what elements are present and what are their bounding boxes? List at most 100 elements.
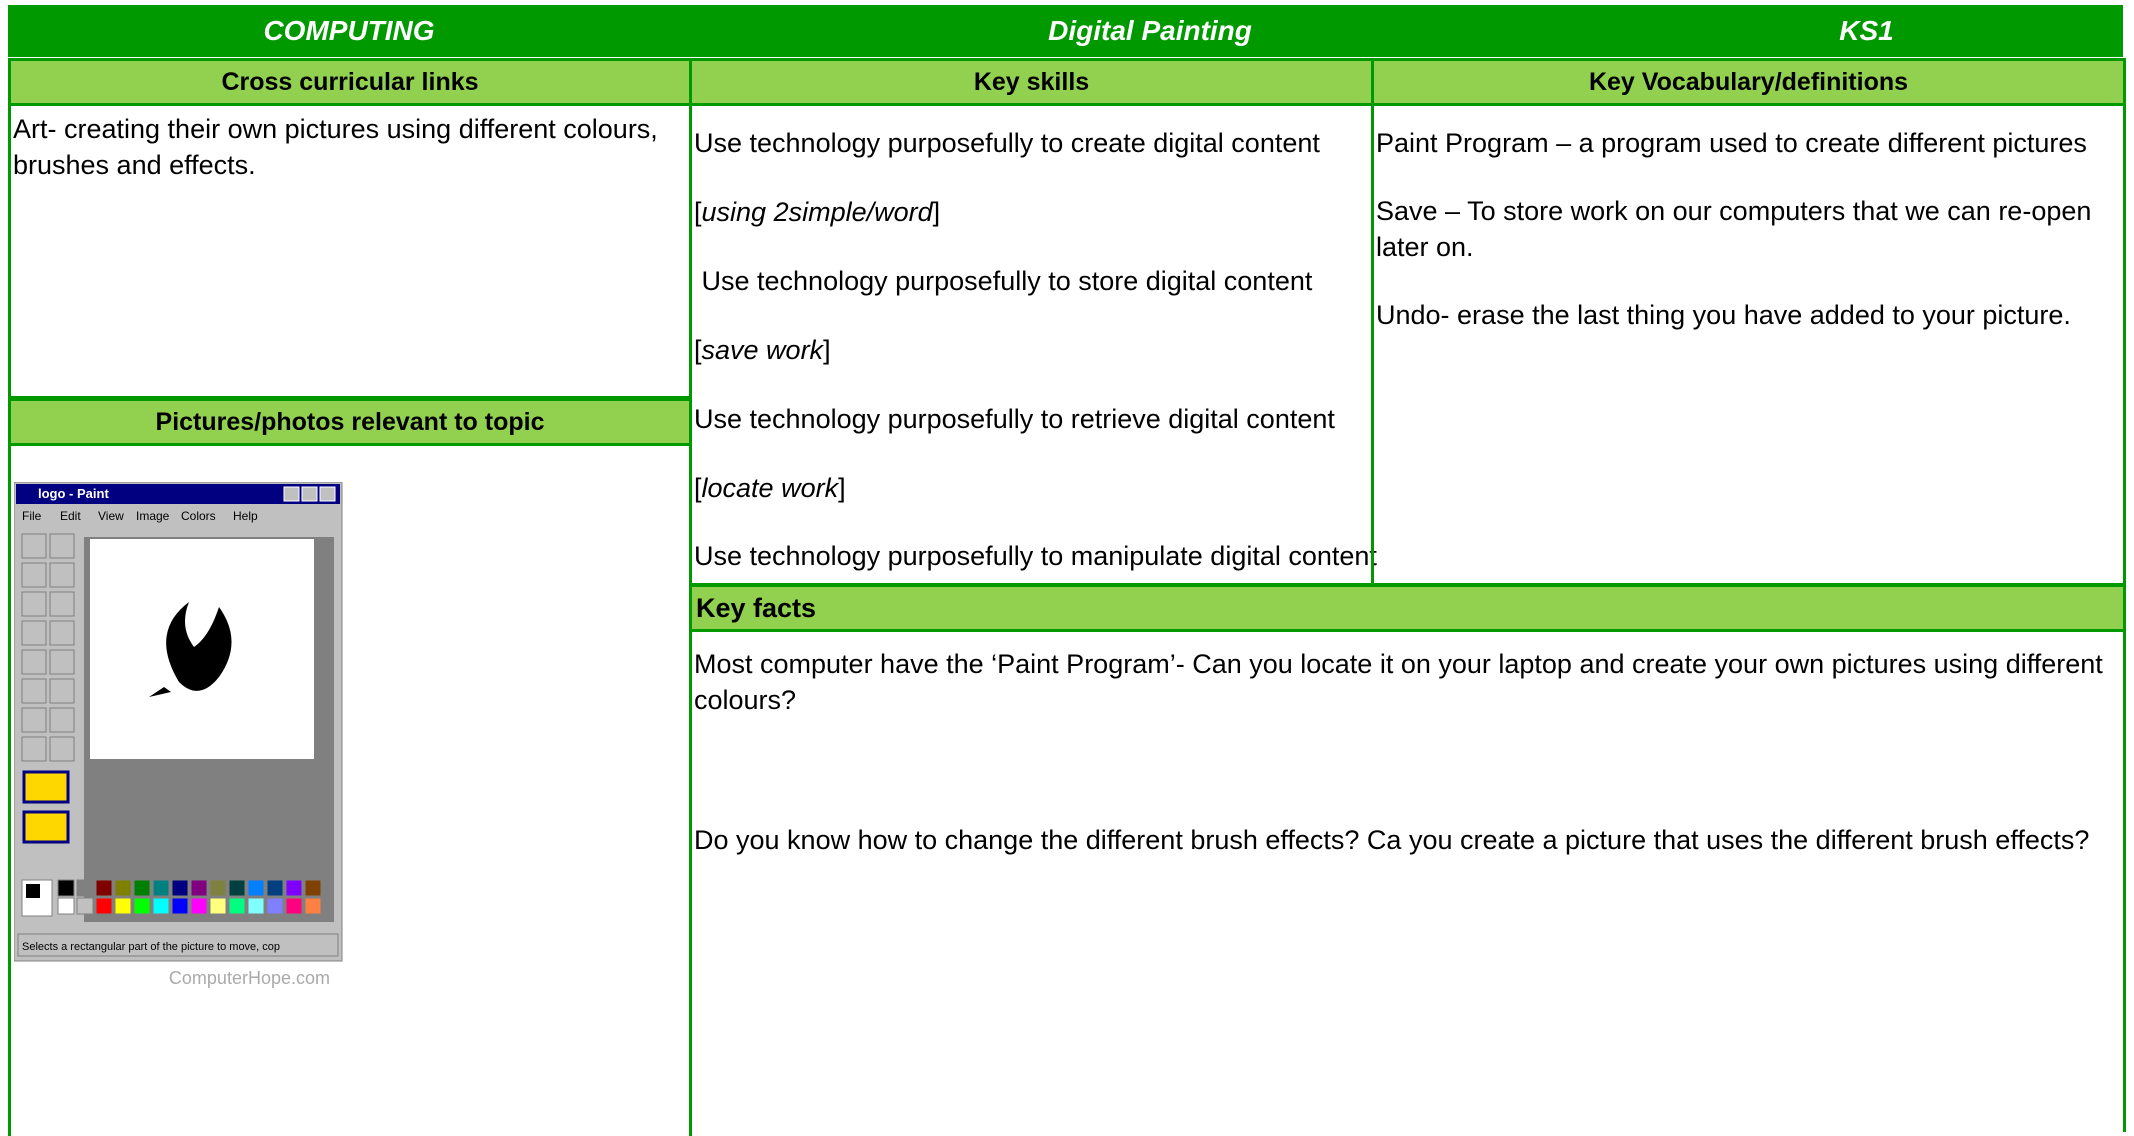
swatch [95,897,113,915]
swatch [76,897,94,915]
tool-button [21,591,47,617]
vocab-heading: Key Vocabulary/definitions [1371,58,2126,106]
swatch [247,879,265,897]
logo [149,602,232,697]
swatch [266,897,284,915]
tool-button [21,707,47,733]
tool-option [22,770,70,804]
fact-item: Most computer have the ‘Paint Program’- … [694,649,2103,715]
tool-button [49,591,75,617]
tool-button [49,533,75,559]
skill-item: Use technology purposefully to create di… [694,128,1320,158]
skill-detail: using 2simple/word [701,196,933,227]
swatch [152,897,170,915]
fact-item: Do you know how to change the different … [694,824,2090,855]
menu-item: Image [136,509,170,523]
vocab-item: Save – To store work on our computers th… [1376,195,2092,262]
swatch [171,879,189,897]
vocab-item: Undo- erase the last thing you have adde… [1376,299,2071,330]
window-button [301,486,318,502]
vocab-item: Paint Program – a program used to create… [1376,128,2087,158]
skill-item: [save work] [694,333,1369,369]
swatch [285,879,303,897]
bracket: [ [694,334,702,365]
window-button [283,486,300,502]
tool-button [21,533,47,559]
swatch [133,879,151,897]
paint-screenshot: logo - Paint File Edit View Image Colors Help… [14,482,343,988]
menu-item: Help [233,509,258,523]
tool-button [21,620,47,646]
window-button [319,486,336,502]
tool-button [21,678,47,704]
skill-item: [using 2simple/word] [694,195,1369,231]
swatch [266,879,284,897]
tool-button [49,678,75,704]
vocab-cell: Paint Program – a program used to create… [1371,106,2126,586]
bracket: ] [932,196,941,227]
tool-button [21,562,47,588]
credit: ComputerHope.com [169,968,330,988]
window-title: logo - Paint [38,486,109,501]
menu-item: Edit [60,509,81,523]
tool-button [49,620,75,646]
swatch [171,897,189,915]
swatch [190,897,208,915]
skills-heading: Key skills [689,58,1374,106]
bracket: ] [823,334,831,365]
swatch [285,897,303,915]
swatch [152,879,170,897]
swatch [95,879,113,897]
title-bar [16,484,340,504]
topic: Digital Painting [1048,15,1252,46]
menu-item: Colors [181,509,216,523]
tool-button [49,562,75,588]
tool-button [49,649,75,675]
skills-cell: Use technology purposefully to create di… [689,106,1377,586]
facts-heading: Key facts [689,584,2126,632]
tool-option [22,810,70,844]
skill-detail: locate work [701,472,839,503]
skill-item: Use technology purposefully to store dig… [694,265,1313,296]
status-text: Selects a rectangular part of the pictur… [22,941,280,953]
bracket: ] [838,472,846,503]
bracket: [ [694,196,702,227]
swatch [209,879,227,897]
swatch [247,897,265,915]
facts-cell: Most computer have the ‘Paint Program’- … [689,632,2126,1132]
menu-item: File [22,509,42,523]
stage: KS1 [1839,15,1894,46]
swatch [304,897,322,915]
status-bar [17,933,339,957]
tool-button [49,736,75,762]
cross-text: Art- creating their own pictures using d… [13,114,658,180]
pictures-cell: logo - Paint File Edit View Image Colors Help… [8,446,692,1136]
pictures-heading: Pictures/photos relevant to topic [8,398,692,446]
skill-item: [locate work] [694,471,1369,507]
swatch [114,897,132,915]
cross-heading: Cross curricular links [8,58,692,106]
subject: COMPUTING [263,15,435,46]
swatch [209,897,227,915]
tool-button [21,736,47,762]
swatch [57,879,75,897]
swatch [57,897,75,915]
menu-item: View [98,509,124,523]
swatch [190,879,208,897]
skill-detail: save work [701,334,824,365]
cross-cell: Art- creating their own pictures using d… [8,106,692,399]
skill-item: Use technology purposefully to retrieve … [694,403,1335,434]
fg-color [26,884,40,898]
header-bar [8,5,2123,57]
swatch [228,879,246,897]
tool-button [21,649,47,675]
swatch [228,897,246,915]
swatch [133,897,151,915]
swatch [76,879,94,897]
tool-button [49,707,75,733]
swatch [304,879,322,897]
swatch [114,879,132,897]
skill-item: Use technology purposefully to manipulat… [694,541,1377,572]
bracket: [ [694,472,702,503]
